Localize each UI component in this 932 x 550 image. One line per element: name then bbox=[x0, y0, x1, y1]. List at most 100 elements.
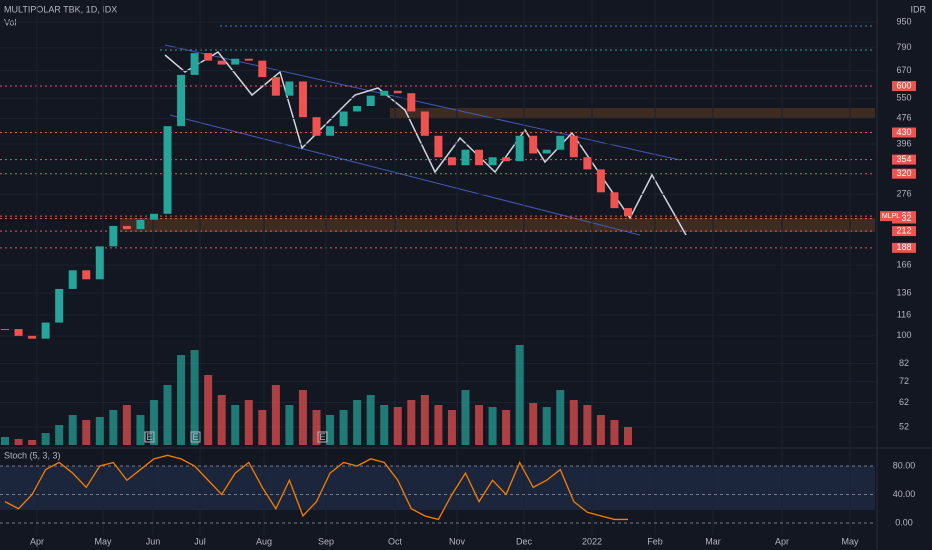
volume-bar bbox=[298, 390, 307, 445]
ticker-tag bbox=[880, 211, 902, 222]
candle bbox=[1, 329, 9, 331]
candle bbox=[353, 106, 362, 112]
candle bbox=[55, 288, 64, 323]
x-tick-label: Aug bbox=[256, 536, 272, 546]
volume-bar bbox=[583, 405, 592, 445]
volume-bar bbox=[244, 400, 253, 445]
volume-bar bbox=[434, 405, 443, 445]
earnings-box bbox=[317, 431, 328, 443]
marks bbox=[0, 0, 875, 535]
volume-bar bbox=[556, 390, 565, 445]
volume-bar bbox=[136, 415, 145, 445]
x-tick-label: Nov bbox=[449, 536, 466, 546]
candle bbox=[366, 95, 375, 107]
candle bbox=[82, 270, 91, 280]
candle bbox=[122, 225, 131, 230]
volume-bar bbox=[163, 385, 172, 445]
candle bbox=[461, 149, 470, 166]
volume-bar bbox=[204, 375, 213, 445]
x-tick-label: 2022 bbox=[582, 536, 602, 546]
volume-bar bbox=[326, 415, 335, 445]
y-tick-label: 62 bbox=[899, 397, 909, 407]
candle bbox=[380, 90, 389, 96]
volume-bar bbox=[95, 417, 104, 445]
volume-bar bbox=[285, 405, 294, 445]
volume-bar bbox=[569, 400, 578, 445]
y-tick-label: 82 bbox=[899, 358, 909, 368]
volume-bar bbox=[177, 355, 186, 445]
volume-bar bbox=[529, 403, 538, 445]
y-tick-label: 790 bbox=[896, 42, 911, 52]
candle bbox=[610, 192, 619, 209]
candle bbox=[515, 135, 524, 162]
volume-bar bbox=[407, 400, 416, 445]
earnings-marker: E bbox=[192, 432, 198, 442]
volume-bar bbox=[82, 420, 91, 445]
level-box bbox=[892, 213, 916, 224]
level-box bbox=[892, 154, 916, 165]
stoch-band bbox=[0, 466, 875, 510]
y-tick-label: 476 bbox=[896, 113, 911, 123]
volume-bar bbox=[217, 395, 226, 445]
candle bbox=[556, 135, 565, 150]
volume-bar bbox=[41, 433, 50, 445]
candle bbox=[312, 117, 321, 136]
candle bbox=[542, 149, 551, 154]
candle bbox=[447, 157, 456, 166]
candle bbox=[475, 149, 484, 166]
level-label: 188 bbox=[896, 242, 911, 252]
y-tick-label: 950 bbox=[896, 16, 911, 26]
level-label: 430 bbox=[896, 127, 911, 137]
volume-bar bbox=[624, 427, 632, 445]
volume-bar bbox=[258, 410, 267, 445]
candle bbox=[163, 126, 172, 214]
candle bbox=[28, 335, 37, 339]
volume-bar bbox=[488, 407, 497, 445]
candle bbox=[109, 225, 118, 247]
volume-bar bbox=[475, 405, 484, 445]
x-tick-label: Jun bbox=[146, 536, 161, 546]
y-tick-label: 276 bbox=[896, 189, 911, 199]
x-tick-label: Oct bbox=[388, 536, 403, 546]
candle bbox=[569, 135, 578, 158]
x-tick-label: Jul bbox=[194, 536, 206, 546]
y-tick-label: 670 bbox=[896, 65, 911, 75]
y-tick-label: 166 bbox=[896, 260, 911, 270]
x-tick-label: Dec bbox=[516, 536, 533, 546]
candle bbox=[407, 93, 416, 112]
candle bbox=[529, 135, 538, 154]
y-tick-label: 100 bbox=[896, 330, 911, 340]
volume-bar bbox=[366, 395, 375, 445]
y-tick-label: 52 bbox=[899, 421, 909, 431]
earnings-box bbox=[144, 431, 155, 443]
earnings-marker: E bbox=[319, 432, 325, 442]
candle bbox=[624, 208, 632, 217]
currency: IDR bbox=[911, 4, 927, 14]
level-label: 320 bbox=[896, 168, 911, 178]
volume-bar bbox=[353, 400, 362, 445]
channel-line bbox=[169, 114, 641, 236]
candle bbox=[136, 219, 145, 230]
candle bbox=[177, 74, 186, 127]
stoch-tick-label: 40.00 bbox=[893, 489, 916, 499]
candle bbox=[14, 329, 23, 336]
volume-bar bbox=[28, 440, 37, 445]
candle bbox=[393, 90, 402, 94]
earnings-marker: E bbox=[146, 432, 152, 442]
x-tick-label: Sep bbox=[318, 536, 334, 546]
volume-bar bbox=[542, 407, 551, 445]
x-tick-label: Apr bbox=[775, 536, 789, 546]
level-label: 600 bbox=[896, 80, 911, 90]
volume-bar bbox=[380, 405, 389, 445]
title: MULTIPOLAR TBK, 1D, IDX bbox=[4, 4, 117, 14]
volume-bar bbox=[55, 425, 64, 445]
y-tick-label: 136 bbox=[896, 287, 911, 297]
volume-bar bbox=[596, 415, 605, 445]
volume-bar bbox=[312, 410, 321, 445]
candle bbox=[596, 169, 605, 193]
level-label: 354 bbox=[896, 154, 911, 164]
candle bbox=[420, 111, 429, 136]
level-box bbox=[892, 168, 916, 179]
volume-bar bbox=[14, 439, 23, 445]
